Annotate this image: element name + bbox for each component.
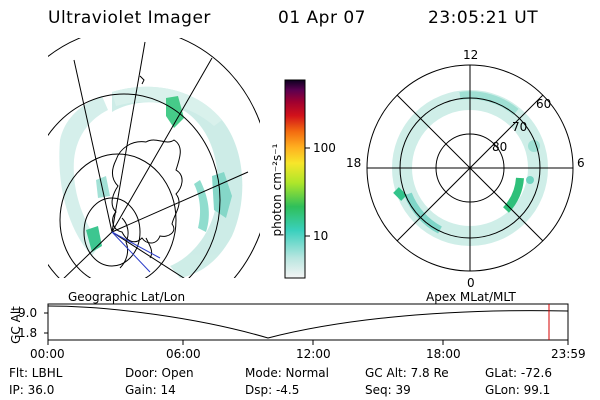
geographic-map (48, 38, 260, 278)
mlt-label-18: 18 (346, 156, 362, 170)
alt-min-label: 1.8 (18, 326, 38, 340)
date-label: 01 Apr 07 (278, 8, 366, 28)
filter-info: Flt: LBHL (9, 366, 63, 380)
gain-info: Gain: 14 (125, 383, 176, 397)
seq-info: Seq: 39 (365, 383, 411, 397)
time-tick-0000: 00:00 (30, 347, 65, 361)
geo-lat-circles (48, 38, 260, 278)
mlt-label-12: 12 (463, 48, 479, 62)
dsp-info: Dsp: -4.5 (245, 383, 300, 397)
time-label: 23:05:21 UT (428, 8, 539, 28)
alt-max-label: 9.0 (18, 306, 38, 320)
glon-info: GLon: 99.1 (485, 383, 551, 397)
gc-alt-info: GC Alt: 7.8 Re (365, 366, 449, 380)
apex-panel-title: Apex MLat/MLT (426, 290, 516, 304)
mlt-label-0: 0 (467, 276, 475, 290)
geo-coastline (111, 139, 183, 244)
time-tick-1800: 18:00 (426, 347, 461, 361)
colorbar-tick-100: 100 (313, 141, 336, 155)
glat-info: GLat: -72.6 (485, 366, 552, 380)
mlat-label-70: 70 (512, 120, 528, 134)
geo-meridians (63, 41, 249, 278)
door-info: Door: Open (125, 366, 194, 380)
altitude-curve (47, 305, 569, 339)
geo-panel-title: Geographic Lat/Lon (68, 290, 186, 304)
mlt-label-6: 6 (577, 156, 585, 170)
mlat-label-60: 60 (536, 97, 552, 111)
ip-info: IP: 36.0 (9, 383, 55, 397)
colorbar-tick-10: 10 (313, 229, 329, 243)
colorbar (284, 79, 310, 279)
colorbar-unit-label: photon cm⁻²s⁻¹ (270, 143, 284, 237)
mode-info: Mode: Normal (245, 366, 329, 380)
time-tick-1200: 12:00 (296, 347, 331, 361)
mlat-label-80: 80 (492, 140, 508, 154)
time-tick-0600: 06:00 (166, 347, 201, 361)
instrument-title: Ultraviolet Imager (48, 8, 211, 28)
polar-plot (366, 64, 574, 272)
time-tick-2359: 23:59 (551, 347, 586, 361)
timeline-plot (44, 303, 569, 345)
geo-sat-track (111, 231, 161, 273)
